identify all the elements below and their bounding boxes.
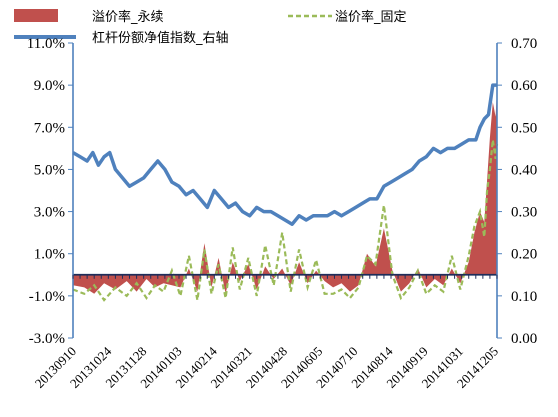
- y-right-tick-label: 0.30: [511, 205, 537, 221]
- y-left-tick-label: -3.0%: [29, 331, 65, 347]
- legend-swatch-perpetual: [14, 9, 58, 22]
- y-left-tick-label: -1.0%: [29, 289, 65, 305]
- y-left-tick-label: 11.0%: [27, 36, 65, 52]
- legend-label-fixed: 溢价率_固定: [335, 9, 407, 25]
- y-left-tick-label: 3.0%: [34, 205, 65, 221]
- y-left-tick-label: 7.0%: [34, 120, 65, 136]
- legend: 溢价率_永续 溢价率_固定 杠杆份额净值指数_右轴: [14, 9, 407, 46]
- y-right-tick-label: 0.20: [511, 247, 537, 263]
- y-left-tick-label: 5.0%: [34, 162, 65, 178]
- series-line-fixed: [72, 139, 499, 302]
- y-right-tick-label: 0.10: [511, 289, 537, 305]
- y-left-tick-label: 1.0%: [34, 247, 65, 263]
- plot-area: [72, 83, 499, 302]
- y-right-tick-label: 0.50: [511, 120, 537, 136]
- series-line-nav-index: [72, 83, 497, 226]
- legend-label-nav-index: 杠杆份额净值指数_右轴: [92, 30, 229, 46]
- y-right-tick-label: 0.40: [511, 162, 537, 178]
- y-right-tick-label: 0.70: [511, 36, 537, 52]
- y-right-tick-label: 0.60: [511, 78, 537, 94]
- y-left-tick-label: 9.0%: [34, 78, 65, 94]
- axes: -3.0% -1.0% 1.0% 3.0% 5.0% 7.0% 9.0% 11.0% 0.00 0…: [27, 36, 537, 347]
- x-axis-ticks: 2013091020131024201311282014010320140214…: [32, 274, 501, 391]
- series-area-perpetual: [73, 89, 497, 294]
- y-right-tick-label: 0.00: [511, 331, 537, 347]
- legend-label-perpetual: 溢价率_永续: [92, 9, 164, 25]
